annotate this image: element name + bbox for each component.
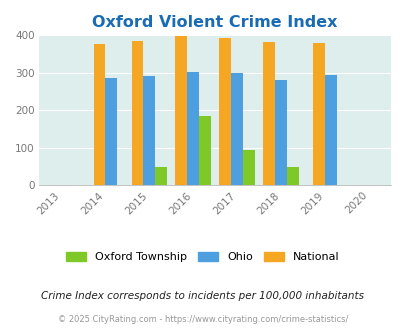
Bar <box>312 43 324 185</box>
Legend: Oxford Township, Ohio, National: Oxford Township, Ohio, National <box>62 248 343 267</box>
Text: © 2025 CityRating.com - https://www.cityrating.com/crime-statistics/: © 2025 CityRating.com - https://www.city… <box>58 315 347 324</box>
Text: Crime Index corresponds to incidents per 100,000 inhabitants: Crime Index corresponds to incidents per… <box>41 291 364 301</box>
Bar <box>219 38 231 185</box>
Bar <box>243 150 254 185</box>
Bar <box>263 43 275 185</box>
Bar <box>93 44 105 185</box>
Bar <box>231 73 243 185</box>
Bar <box>187 72 199 185</box>
Bar <box>175 36 187 185</box>
Bar <box>131 41 143 185</box>
Bar <box>105 78 117 185</box>
Bar <box>199 116 211 185</box>
Bar <box>155 167 167 185</box>
Bar <box>275 80 286 185</box>
Title: Oxford Violent Crime Index: Oxford Violent Crime Index <box>92 15 337 30</box>
Bar <box>286 167 298 185</box>
Bar <box>324 75 336 185</box>
Bar <box>143 76 155 185</box>
